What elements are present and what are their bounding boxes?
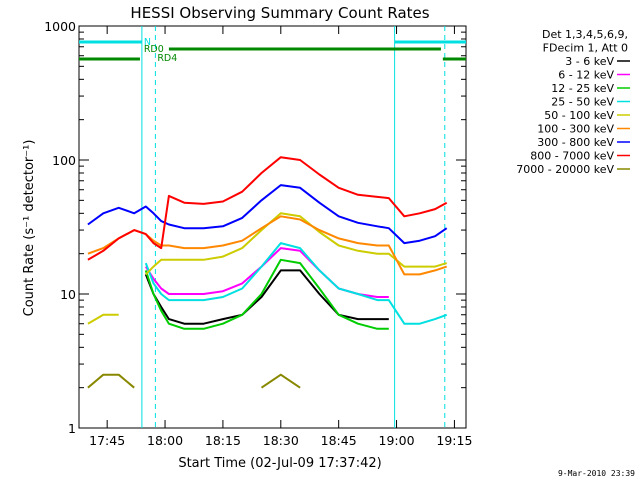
y-tick-label: 1 <box>68 421 76 436</box>
x-tick-label: 18:45 <box>321 433 357 448</box>
y-tick-label: 100 <box>52 153 76 168</box>
x-tick-label: 18:30 <box>263 433 299 448</box>
x-tick-label: 17:45 <box>89 433 125 448</box>
plot-frame <box>78 25 467 429</box>
x-axis-label: Start Time (02-Jul-09 17:37:42) <box>178 456 381 471</box>
legend-entry-label: 6 - 12 keV <box>558 69 614 82</box>
footer-timestamp: 9-Mar-2010 23:39 <box>558 469 635 478</box>
legend: Det 1,3,4,5,6,9,FDecim 1, Att 03 - 6 keV… <box>516 28 630 176</box>
x-tick-label: 19:00 <box>379 433 415 448</box>
series-line <box>87 184 448 245</box>
y-tick-label: 10 <box>60 287 76 302</box>
legend-entry-label: 12 - 25 keV <box>551 82 614 95</box>
legend-entry-label: 800 - 7000 keV <box>530 150 614 163</box>
legend-entry-label: 100 - 300 keV <box>537 123 614 136</box>
legend-header: FDecim 1, Att 0 <box>543 42 628 55</box>
series-line <box>87 212 447 325</box>
legend-header: Det 1,3,4,5,6,9, <box>542 28 628 41</box>
legend-entry-label: 7000 - 20000 keV <box>516 163 614 176</box>
legend-entry-label: 25 - 50 keV <box>551 96 614 109</box>
series-line <box>144 242 448 325</box>
x-tick-label: 18:00 <box>147 433 183 448</box>
x-tick-label: 19:15 <box>436 433 472 448</box>
series-line <box>144 269 389 325</box>
status-annotation: RD0 <box>144 44 164 55</box>
series-line <box>87 156 448 261</box>
legend-entry-label: 300 - 800 keV <box>537 136 614 149</box>
y-tick-label: 1000 <box>44 19 76 34</box>
x-tick-label: 18:15 <box>205 433 241 448</box>
status-annotation: RD4 <box>157 53 177 64</box>
legend-entry-label: 50 - 100 keV <box>544 109 614 122</box>
status-annotation: N <box>144 37 151 48</box>
chart-title: HESSI Observing Summary Count Rates <box>130 4 429 22</box>
y-axis-label: Count Rate (s⁻¹ detector⁻¹) <box>22 140 37 317</box>
legend-entry-label: 3 - 6 keV <box>565 55 614 68</box>
series-line <box>144 258 389 330</box>
